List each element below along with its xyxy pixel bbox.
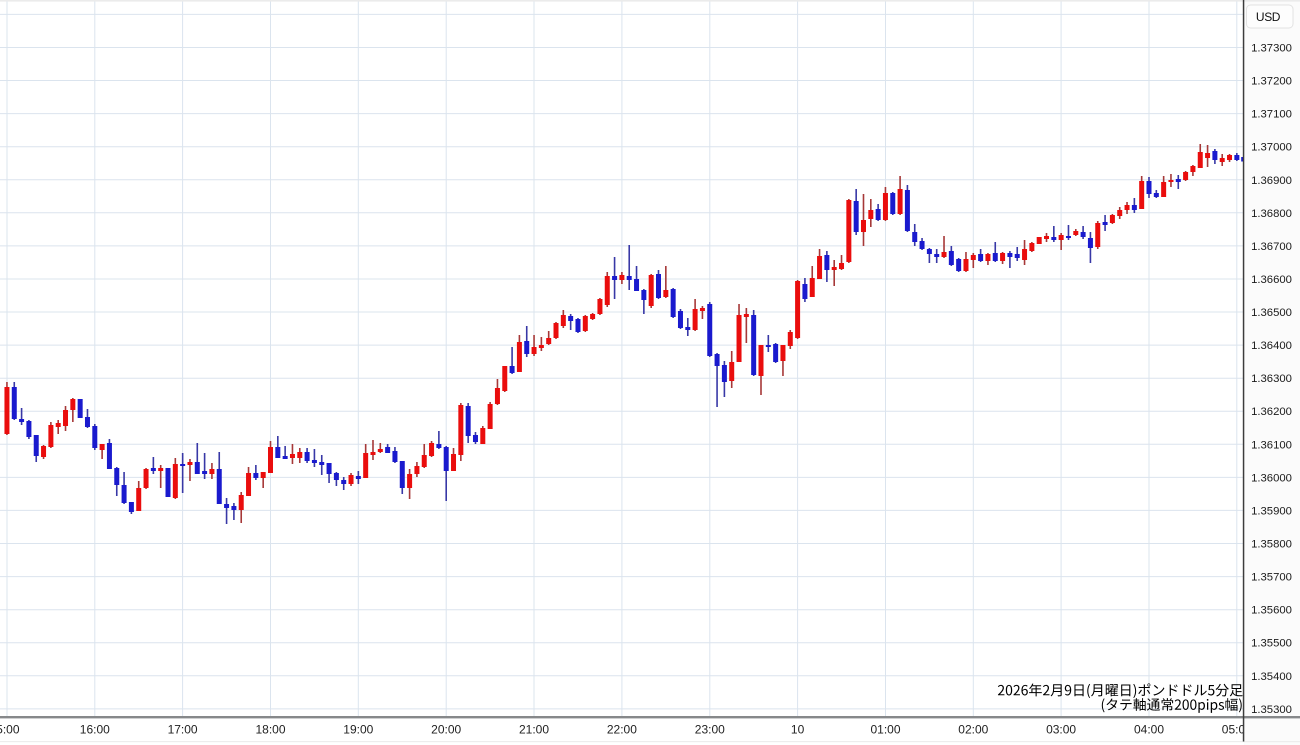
svg-text:15:00: 15:00: [0, 723, 20, 737]
svg-text:01:00: 01:00: [870, 723, 900, 737]
svg-text:05:00: 05:00: [1222, 723, 1252, 737]
svg-text:23:00: 23:00: [695, 723, 725, 737]
svg-text:03:00: 03:00: [1046, 723, 1076, 737]
svg-text:1.36100: 1.36100: [1251, 439, 1292, 451]
svg-text:1.36000: 1.36000: [1251, 472, 1292, 484]
svg-text:1.36200: 1.36200: [1251, 406, 1292, 418]
svg-text:19:00: 19:00: [343, 723, 373, 737]
svg-text:02:00: 02:00: [958, 723, 988, 737]
svg-text:1.37000: 1.37000: [1251, 142, 1292, 154]
svg-text:1.36800: 1.36800: [1251, 208, 1292, 220]
svg-text:1.36500: 1.36500: [1251, 307, 1292, 319]
svg-text:1.35600: 1.35600: [1251, 605, 1292, 617]
svg-text:1.37300: 1.37300: [1251, 43, 1292, 55]
svg-text:1.36700: 1.36700: [1251, 241, 1292, 253]
svg-text:1.35400: 1.35400: [1251, 671, 1292, 683]
svg-text:16:00: 16:00: [80, 723, 110, 737]
svg-text:17:00: 17:00: [168, 723, 198, 737]
svg-text:1.35800: 1.35800: [1251, 539, 1292, 551]
svg-text:1.35300: 1.35300: [1251, 704, 1292, 716]
svg-text:1.36300: 1.36300: [1251, 373, 1292, 385]
svg-text:1.35500: 1.35500: [1251, 638, 1292, 650]
svg-text:1.36600: 1.36600: [1251, 274, 1292, 286]
svg-text:1.36400: 1.36400: [1251, 340, 1292, 352]
svg-text:22:00: 22:00: [607, 723, 637, 737]
svg-text:21:00: 21:00: [519, 723, 549, 737]
svg-text:1.37100: 1.37100: [1251, 109, 1292, 121]
svg-text:1.37200: 1.37200: [1251, 76, 1292, 88]
svg-text:1.35900: 1.35900: [1251, 506, 1292, 518]
svg-text:1.35700: 1.35700: [1251, 572, 1292, 584]
svg-text:04:00: 04:00: [1134, 723, 1164, 737]
svg-text:1.36900: 1.36900: [1251, 175, 1292, 187]
svg-text:20:00: 20:00: [431, 723, 461, 737]
svg-text:USD: USD: [1256, 10, 1281, 24]
svg-text:18:00: 18:00: [255, 723, 285, 737]
svg-text:10: 10: [791, 723, 805, 737]
